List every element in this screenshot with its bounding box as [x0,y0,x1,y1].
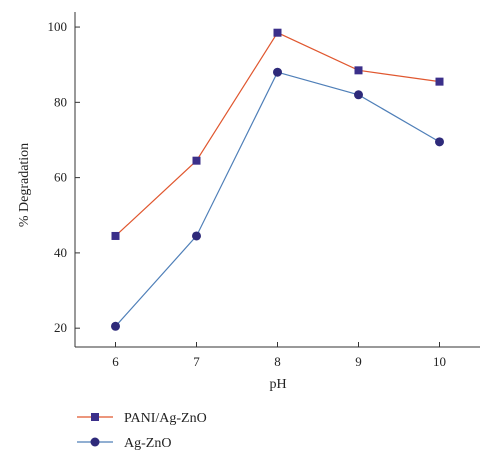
x-tick-label: 9 [355,354,362,369]
legend: PANI/Ag-ZnO Ag-ZnO [77,411,207,451]
plot-frame [74,12,480,348]
series-line [115,31,440,237]
y-tick-label: 60 [54,170,67,185]
data-point [435,137,444,147]
y-tick-label: 20 [54,320,67,335]
data-point [354,66,363,75]
data-point [273,67,282,77]
legend-marker [91,413,99,421]
data-point [111,321,120,331]
y-tick-label: 80 [54,94,67,109]
data-point [192,231,201,241]
x-tick-label: 8 [274,354,281,369]
x-tick-label: 6 [112,354,119,369]
x-tick-label: 7 [193,354,200,369]
data-point [354,90,363,100]
y-axis-title: % Degradation [17,143,32,227]
legend-item: PANI/Ag-ZnO [77,411,207,426]
y-tick-label: 40 [54,245,67,260]
legend-label: Ag-ZnO [124,436,171,451]
x-axis-title: pH [269,377,286,392]
series-1 [111,28,444,240]
x-tick-label: 10 [433,354,446,369]
series-layer [111,28,444,331]
data-point [111,231,120,240]
y-tick-label: 100 [48,19,68,34]
data-point [273,28,282,37]
data-point [435,77,444,86]
y-axis-ticks: 20 40 60 80 100 [48,19,80,335]
data-point [192,156,201,165]
legend-marker [90,437,100,447]
x-axis-ticks: 6 7 8 9 10 [112,342,446,369]
legend-item: Ag-ZnO [77,436,171,451]
legend-label: PANI/Ag-ZnO [124,411,207,426]
series-2 [111,67,444,331]
series-line [115,71,440,327]
